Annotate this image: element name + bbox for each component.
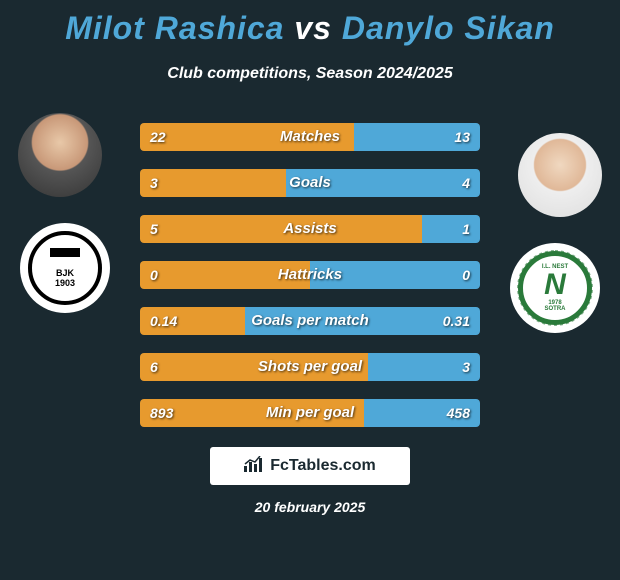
branding-badge: FcTables.com: [210, 447, 410, 485]
stat-label: Assists: [140, 215, 480, 243]
player2-name: Danylo Sikan: [342, 10, 555, 46]
player1-club-logo: BJK 1903: [20, 223, 110, 313]
stat-label: Hattricks: [140, 261, 480, 289]
vs-text: vs: [294, 10, 332, 46]
page-title: Milot Rashica vs Danylo Sikan: [0, 10, 620, 47]
bjk-year: 1903: [55, 278, 75, 288]
stats-bars: 2213Matches 34Goals 51Assists 00Hattricks 0.…: [140, 113, 480, 427]
comparison-content: BJK 1903 I.L. NEST N 1978 SOTRA 2213Matc…: [0, 113, 620, 427]
subtitle: Club competitions, Season 2024/2025: [0, 65, 620, 83]
player2-avatar: [518, 133, 602, 217]
stat-row: 63Shots per goal: [140, 353, 480, 381]
player1-avatar: [18, 113, 102, 197]
header: Milot Rashica vs Danylo Sikan Club compe…: [0, 0, 620, 83]
bjk-crest-icon: BJK 1903: [28, 231, 102, 305]
bjk-flag-icon: [50, 248, 80, 266]
stat-row: 2213Matches: [140, 123, 480, 151]
stat-label: Min per goal: [140, 399, 480, 427]
stat-label: Goals: [140, 169, 480, 197]
player2-club-logo: I.L. NEST N 1978 SOTRA: [510, 243, 600, 333]
wreath-icon: [517, 250, 593, 326]
avatar-placeholder-icon: [518, 133, 602, 217]
stat-label: Matches: [140, 123, 480, 151]
fctables-chart-icon: [244, 456, 264, 477]
bjk-name: BJK: [56, 268, 74, 278]
stat-row: 893458Min per goal: [140, 399, 480, 427]
date-text: 20 february 2025: [0, 499, 620, 515]
nest-sotra-crest-icon: I.L. NEST N 1978 SOTRA: [518, 251, 592, 325]
stat-row: 51Assists: [140, 215, 480, 243]
stat-label: Shots per goal: [140, 353, 480, 381]
stat-row: 00Hattricks: [140, 261, 480, 289]
player1-name: Milot Rashica: [65, 10, 284, 46]
branding-text: FcTables.com: [270, 457, 376, 475]
stat-row: 0.140.31Goals per match: [140, 307, 480, 335]
avatar-placeholder-icon: [18, 113, 102, 197]
stat-row: 34Goals: [140, 169, 480, 197]
stat-label: Goals per match: [140, 307, 480, 335]
